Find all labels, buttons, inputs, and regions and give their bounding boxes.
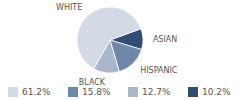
svg-text:15.8%: 15.8% [82,87,111,97]
svg-text:ASIAN: ASIAN [153,35,177,44]
svg-text:BLACK: BLACK [79,78,106,87]
svg-text:10.2%: 10.2% [202,87,231,97]
svg-text:61.2%: 61.2% [22,87,51,97]
svg-text:12.7%: 12.7% [142,87,171,97]
svg-text:WHITE: WHITE [56,3,82,12]
svg-text:HISPANIC: HISPANIC [140,66,178,75]
